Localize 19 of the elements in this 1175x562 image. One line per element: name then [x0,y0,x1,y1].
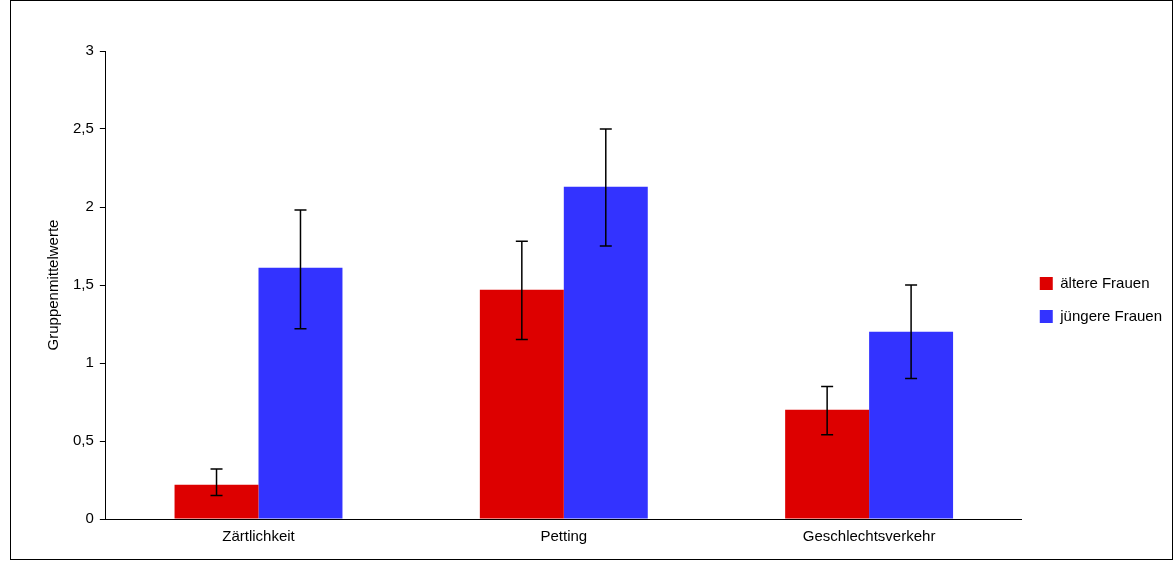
bar [785,409,870,519]
bar [174,484,259,519]
bar [258,267,343,519]
legend-label: ältere Frauen [1060,273,1150,291]
x-tick-label: Geschlechtsverkehr [802,527,936,545]
bar [869,331,954,519]
x-tick-label: Petting [540,527,588,545]
y-tick-label: 0,5 [72,431,94,449]
y-axis-title: Gruppenmittelwerte [44,219,62,351]
bar [479,289,564,519]
y-tick-label: 2 [85,197,94,215]
y-tick-label: 2,5 [72,119,94,137]
y-tick-label: 0 [85,509,94,527]
x-tick-label: Zärtlichkeit [222,527,296,545]
legend-label: jüngere Frauen [1059,306,1162,324]
y-tick-label: 1 [85,353,94,371]
bar [563,186,648,519]
y-tick-label: 3 [85,41,94,59]
y-tick-label: 1,5 [72,275,94,293]
